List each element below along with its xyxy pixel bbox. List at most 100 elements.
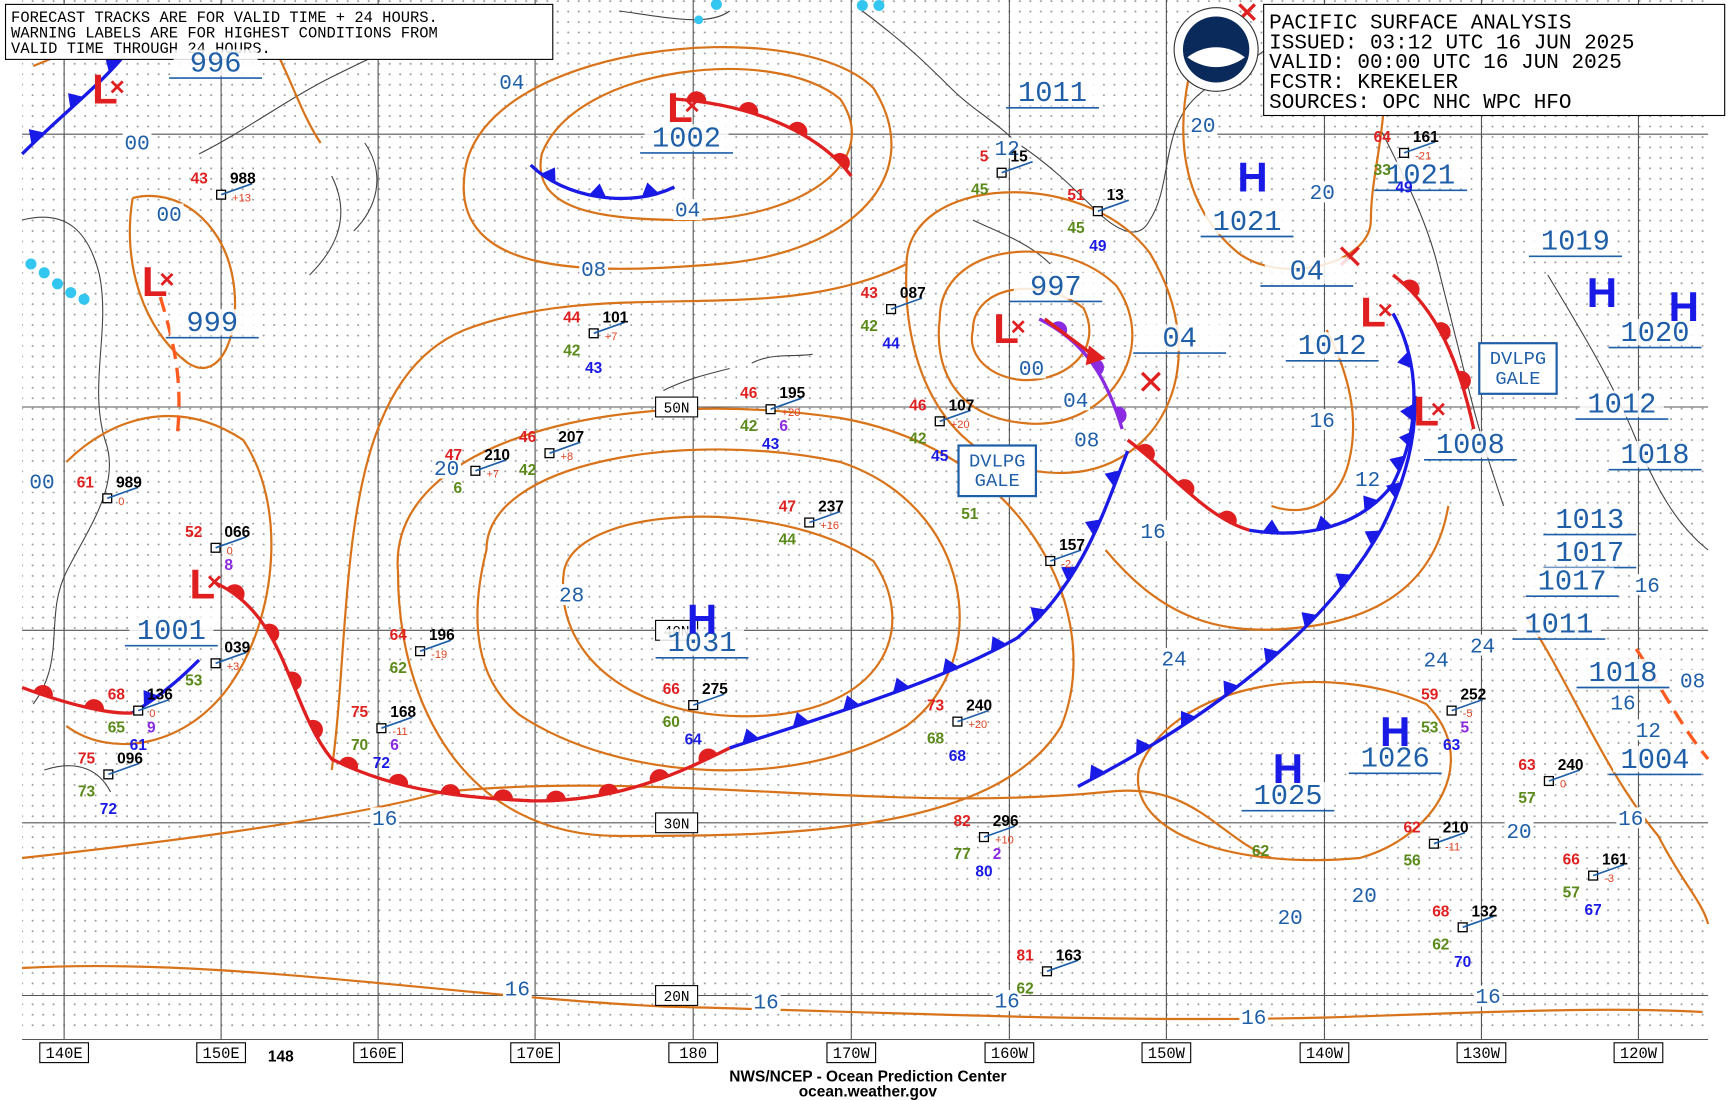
lat-box (655, 396, 699, 418)
pressure-value: 1013 (1555, 504, 1624, 537)
station-tendency: 0 (149, 708, 155, 720)
station-dew: 42 (740, 418, 757, 435)
front-marker (990, 636, 1007, 653)
front-marker (1090, 358, 1105, 375)
isobar-label: 16 (1635, 576, 1660, 599)
warning-box (957, 444, 1038, 498)
station-temp: 5 (980, 149, 989, 166)
pressure-value: 1012 (1587, 389, 1656, 422)
station-pressure: 240 (966, 698, 992, 715)
pressure-bg (660, 629, 745, 656)
front-semicircle (546, 790, 567, 801)
front-marker (1104, 470, 1121, 487)
isobar-label: 24 (1470, 636, 1495, 659)
front-triangle (143, 690, 159, 706)
station-dew: 42 (861, 318, 878, 335)
station-box (210, 658, 221, 669)
station-temp: 52 (185, 524, 202, 541)
station-wave: 9 (147, 720, 156, 737)
lat-label: 20N (664, 990, 690, 1006)
pressure-value: 1002 (652, 122, 721, 155)
station-dew: 77 (953, 846, 970, 863)
isobar-label: 16 (1610, 694, 1635, 717)
station-sea: 63 (1443, 737, 1461, 754)
footer-line: NWS/NCEP - Ocean Prediction Center (729, 1068, 1006, 1085)
wind-barb (1548, 769, 1581, 782)
front-semicircle (440, 784, 461, 796)
front-marker (742, 728, 760, 744)
pressure-bg (1010, 79, 1095, 106)
pressure-bg (1428, 431, 1513, 458)
station-temp: 51 (1067, 187, 1085, 204)
isobar-label: 04 (1063, 391, 1088, 414)
station-pressure: 161 (1602, 852, 1628, 869)
pressure-value: 1026 (1361, 743, 1430, 776)
front-marker (1402, 279, 1420, 297)
isobar-label-bg (1634, 719, 1663, 741)
pressure-bg (1516, 610, 1601, 637)
front-marker (33, 684, 53, 698)
front-semicircle (649, 769, 669, 783)
lon-box (826, 1042, 877, 1064)
station-dew: 53 (185, 672, 203, 689)
pressure-bg (1205, 207, 1290, 235)
station-tendency: +3 (227, 661, 240, 673)
station-dew: 56 (1403, 853, 1421, 870)
pressure-value: 1011 (1018, 77, 1087, 110)
wind-barb (215, 536, 247, 549)
isobar-label: 16 (995, 992, 1020, 1015)
front-triangle (893, 677, 910, 694)
trough-front (158, 296, 181, 441)
station-temp: 46 (519, 429, 537, 446)
station-temp: 44 (563, 309, 581, 326)
isobar-label-bg (1632, 574, 1662, 596)
front-marker (1457, 370, 1471, 391)
front-marker (1398, 430, 1414, 449)
station-tendency: +10 (995, 835, 1014, 847)
front-marker (893, 677, 910, 694)
station-dew: 42 (563, 342, 580, 359)
center-x (110, 80, 124, 94)
front-marker (942, 658, 959, 674)
wind-barb (1433, 831, 1466, 845)
station-temp: 81 (1017, 947, 1035, 964)
station-temp: 46 (909, 397, 927, 414)
center-symbol: H (1587, 269, 1617, 316)
warning-label: DVLPG GALE (1490, 348, 1546, 390)
station-tendency: +8 (561, 451, 574, 463)
front-marker (792, 712, 810, 728)
isobar-label: 08 (581, 260, 606, 283)
front-marker (226, 584, 245, 600)
isobar-label: 28 (559, 586, 584, 609)
front-marker-shape (1090, 358, 1105, 375)
isobar-label-bg (1473, 985, 1503, 1007)
station-dew: 65 (108, 720, 126, 737)
front-marker (1385, 482, 1402, 499)
pressure-bg (1245, 782, 1330, 809)
station-temp: 47 (779, 499, 796, 516)
station-sea: 44 (882, 336, 900, 353)
front-marker (1177, 479, 1195, 496)
cold-front (729, 450, 1130, 750)
front-triangle (1389, 455, 1405, 472)
station-dew: 42 (519, 462, 536, 479)
front-triangle (1085, 519, 1101, 536)
station-temp: 63 (1518, 757, 1536, 774)
station-pressure: 039 (224, 639, 250, 656)
isobar-label-bg (1239, 1006, 1269, 1028)
station-pressure: 210 (1443, 820, 1469, 837)
isobar-label-bg (1307, 409, 1337, 431)
wind-barb (108, 762, 140, 776)
station-sea: 72 (100, 801, 117, 818)
station-pressure: 989 (116, 474, 142, 491)
station-tendency: +16 (820, 520, 839, 532)
station-tendency: -21 (1415, 151, 1431, 163)
front-marker (698, 748, 718, 763)
lon-label: 180 (679, 1045, 707, 1063)
station-sea: 67 (1585, 902, 1602, 919)
station-wave: 6 (779, 418, 788, 435)
lat-label: 30N (664, 817, 690, 833)
warning-box (1478, 342, 1558, 395)
pressure-bg (129, 617, 214, 644)
station-pressure: 207 (558, 429, 584, 446)
